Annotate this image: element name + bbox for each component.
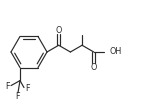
Text: F: F — [16, 92, 20, 101]
Text: O: O — [91, 63, 97, 72]
Text: OH: OH — [109, 47, 122, 56]
Text: O: O — [56, 26, 62, 35]
Text: F: F — [5, 82, 10, 91]
Text: F: F — [25, 84, 30, 93]
